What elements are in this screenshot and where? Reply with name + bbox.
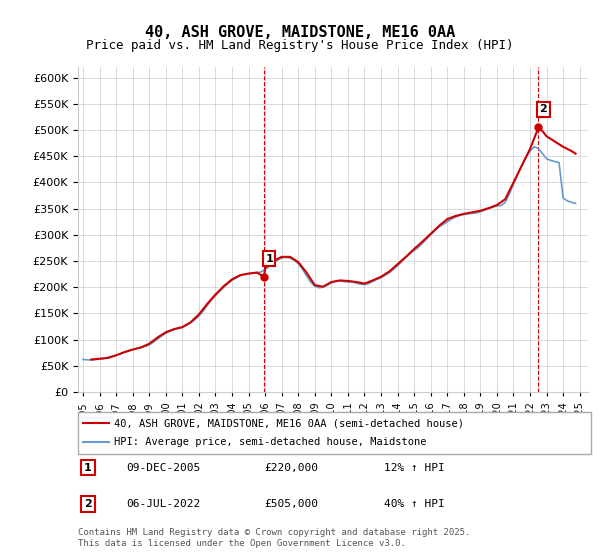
Text: HPI: Average price, semi-detached house, Maidstone: HPI: Average price, semi-detached house,… — [114, 437, 427, 447]
Text: £220,000: £220,000 — [264, 463, 318, 473]
Text: 2: 2 — [539, 104, 547, 114]
Text: 40, ASH GROVE, MAIDSTONE, ME16 0AA (semi-detached house): 40, ASH GROVE, MAIDSTONE, ME16 0AA (semi… — [114, 418, 464, 428]
Text: 2: 2 — [84, 499, 92, 509]
Text: 12% ↑ HPI: 12% ↑ HPI — [384, 463, 445, 473]
Text: 09-DEC-2005: 09-DEC-2005 — [126, 463, 200, 473]
Text: £505,000: £505,000 — [264, 499, 318, 509]
Text: 1: 1 — [265, 254, 273, 264]
Text: Price paid vs. HM Land Registry's House Price Index (HPI): Price paid vs. HM Land Registry's House … — [86, 39, 514, 52]
Text: 40% ↑ HPI: 40% ↑ HPI — [384, 499, 445, 509]
Text: 40, ASH GROVE, MAIDSTONE, ME16 0AA: 40, ASH GROVE, MAIDSTONE, ME16 0AA — [145, 25, 455, 40]
Text: 1: 1 — [84, 463, 92, 473]
Text: Contains HM Land Registry data © Crown copyright and database right 2025.
This d: Contains HM Land Registry data © Crown c… — [78, 528, 470, 548]
Text: 06-JUL-2022: 06-JUL-2022 — [126, 499, 200, 509]
FancyBboxPatch shape — [78, 412, 591, 454]
